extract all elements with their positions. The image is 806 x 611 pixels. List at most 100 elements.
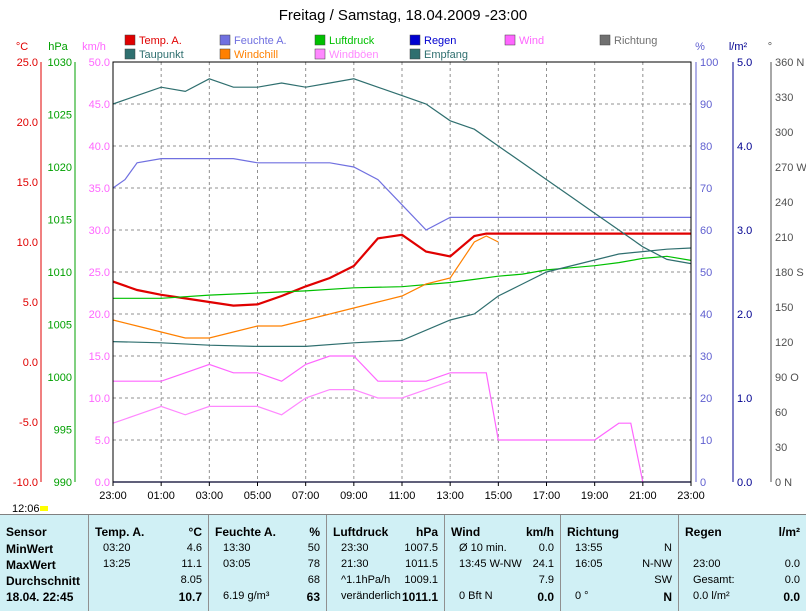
y-tick-label-pressure_hpa: 990 [54, 477, 72, 489]
stats-row: Durchschnitt [6, 574, 82, 589]
stats-column: Sensor MinWert MaxWert Durchschnitt 18.04. 2… [0, 515, 88, 611]
stats-cell-label: 13:55 [575, 542, 603, 554]
plot-frame [112, 61, 692, 483]
y-tick-label-temp_c: 0.0 [23, 357, 38, 369]
y-tick-label-humidity_pct: 10 [700, 435, 712, 447]
stats-row: 03:20 4.6 [95, 542, 202, 557]
y-tick-label-humidity_pct: 90 [700, 99, 712, 111]
axis-unit-pressure_hpa: hPa [48, 41, 68, 53]
stats-cell-value: 4.6 [186, 542, 202, 554]
y-tick-label-pressure_hpa: 995 [54, 425, 72, 437]
stats-header-unit: °C [188, 525, 202, 539]
y-tick-label-rain_lm2: 3.0 [737, 225, 752, 237]
series-line [112, 247, 692, 347]
stats-header-label: Sensor [6, 525, 47, 539]
stats-cell-label: 16:05 [575, 558, 603, 570]
axis-unit-humidity_pct: % [695, 41, 705, 53]
y-tick-label-direction_deg: 360 N [775, 57, 804, 69]
stats-cell-value: 78 [307, 558, 320, 570]
y-tick-label-pressure_hpa: 1015 [48, 215, 72, 227]
legend-label: Windchill [234, 49, 278, 61]
stats-cell-value: 0.0 [538, 542, 554, 554]
stats-cell-label: MaxWert [6, 558, 56, 572]
stats-cell-label: MinWert [6, 542, 54, 556]
stats-cell-value: SW [654, 574, 672, 586]
y-tick-label-wind_kmh: 40.0 [89, 141, 110, 153]
stats-column: Luftdruck hPa 23:30 1007.5 21:30 1011.5 ^1.1hP… [326, 515, 444, 611]
x-tick-label: 23:00 [99, 490, 127, 502]
stats-cell-label: ^1.1hPa/h [341, 574, 391, 586]
y-tick-label-rain_lm2: 4.0 [737, 141, 752, 153]
stats-row: 13:30 50 [215, 542, 320, 557]
chart-title: Freitag / Samstag, 18.04.2009 -23:00 [279, 7, 528, 24]
stats-row: 13:55 N [567, 542, 672, 557]
stats-header: Wind km/h [451, 525, 554, 540]
legend-swatch [314, 48, 326, 60]
x-tick-label: 17:00 [533, 490, 561, 502]
stats-cell-value: N [664, 542, 672, 554]
stats-row: 0 ° N [567, 590, 672, 605]
y-tick-label-wind_kmh: 0.0 [95, 477, 110, 489]
legend-swatch [409, 48, 421, 60]
y-tick-label-direction_deg: 150 [775, 302, 793, 314]
y-tick-label-direction_deg: 60 [775, 407, 787, 419]
x-tick-label: 19:00 [581, 490, 609, 502]
stats-row: 21:30 1011.5 [333, 558, 438, 573]
stats-cell-label: 13:30 [223, 542, 251, 554]
stats-cell-value: 50 [307, 542, 320, 554]
stats-cell-value: 10.7 [178, 590, 202, 604]
y-tick-label-humidity_pct: 20 [700, 393, 712, 405]
stats-row: 6.19 g/m³ 63 [215, 590, 320, 605]
x-tick-label: 03:00 [196, 490, 224, 502]
y-tick-label-temp_c: -10.0 [13, 477, 38, 489]
stats-panel: Sensor MinWert MaxWert Durchschnitt 18.04. 2… [0, 514, 806, 611]
y-tick-label-temp_c: 20.0 [17, 117, 38, 129]
series-line [112, 78, 692, 265]
stats-header-unit: km/h [525, 525, 554, 539]
x-tick-label: 23:00 [677, 490, 705, 502]
y-tick-label-wind_kmh: 10.0 [89, 393, 110, 405]
stats-header: Luftdruck hPa [333, 525, 438, 540]
stats-row: veränderlich 1011.1 [333, 590, 438, 605]
stats-cell-label: 0 ° [575, 590, 589, 602]
stats-cell-label: 6.19 g/m³ [223, 590, 270, 602]
axis-unit-rain_lm2: l/m² [729, 41, 748, 53]
y-tick-label-humidity_pct: 100 [700, 57, 718, 69]
stats-row: 0 Bft N 0.0 [451, 590, 554, 605]
stats-header-unit: % [309, 525, 320, 539]
legend-label: Temp. A. [139, 35, 182, 47]
stats-cell-label: 21:30 [341, 558, 369, 570]
stats-cell-value: 0.0 [783, 590, 800, 604]
time-marker-label: 12:06 [12, 503, 40, 514]
stats-cell-label: 0.0 l/m² [693, 590, 730, 602]
stats-cell-value: 8.05 [180, 574, 202, 586]
y-tick-label-pressure_hpa: 1010 [48, 267, 72, 279]
stats-column: Regen l/m² 23:00 0.0 Gesamt: 0.0 0.0 l/m² 0.0 [678, 515, 806, 611]
y-tick-label-wind_kmh: 30.0 [89, 225, 110, 237]
y-tick-label-temp_c: 15.0 [17, 177, 38, 189]
y-tick-label-rain_lm2: 1.0 [737, 393, 752, 405]
series-line [112, 158, 691, 231]
y-tick-label-rain_lm2: 5.0 [737, 57, 752, 69]
stats-row [685, 542, 800, 557]
stats-cell-value: 1009.1 [404, 574, 438, 586]
stats-cell-label: 13:25 [103, 558, 131, 570]
x-tick-label: 13:00 [436, 490, 464, 502]
y-tick-label-pressure_hpa: 1020 [48, 162, 72, 174]
x-tick-label: 05:00 [244, 490, 272, 502]
stats-row: 13:45 W-NW 24.1 [451, 558, 554, 573]
stats-header-label: Luftdruck [333, 525, 389, 539]
y-tick-label-humidity_pct: 70 [700, 183, 712, 195]
stats-cell-value: 63 [306, 590, 320, 604]
stats-cell-value: 7.9 [538, 574, 554, 586]
stats-row: 68 [215, 574, 320, 589]
legend-label: Taupunkt [139, 49, 184, 61]
stats-cell-label: Gesamt: [693, 574, 735, 586]
legend-label: Wind [519, 35, 544, 47]
stats-cell-value: 1011.1 [401, 590, 438, 604]
y-tick-label-rain_lm2: 0.0 [737, 477, 752, 489]
series-line [113, 355, 644, 483]
y-tick-label-humidity_pct: 30 [700, 351, 712, 363]
stats-row: 23:00 0.0 [685, 558, 800, 573]
stats-row: 03:05 78 [215, 558, 320, 573]
